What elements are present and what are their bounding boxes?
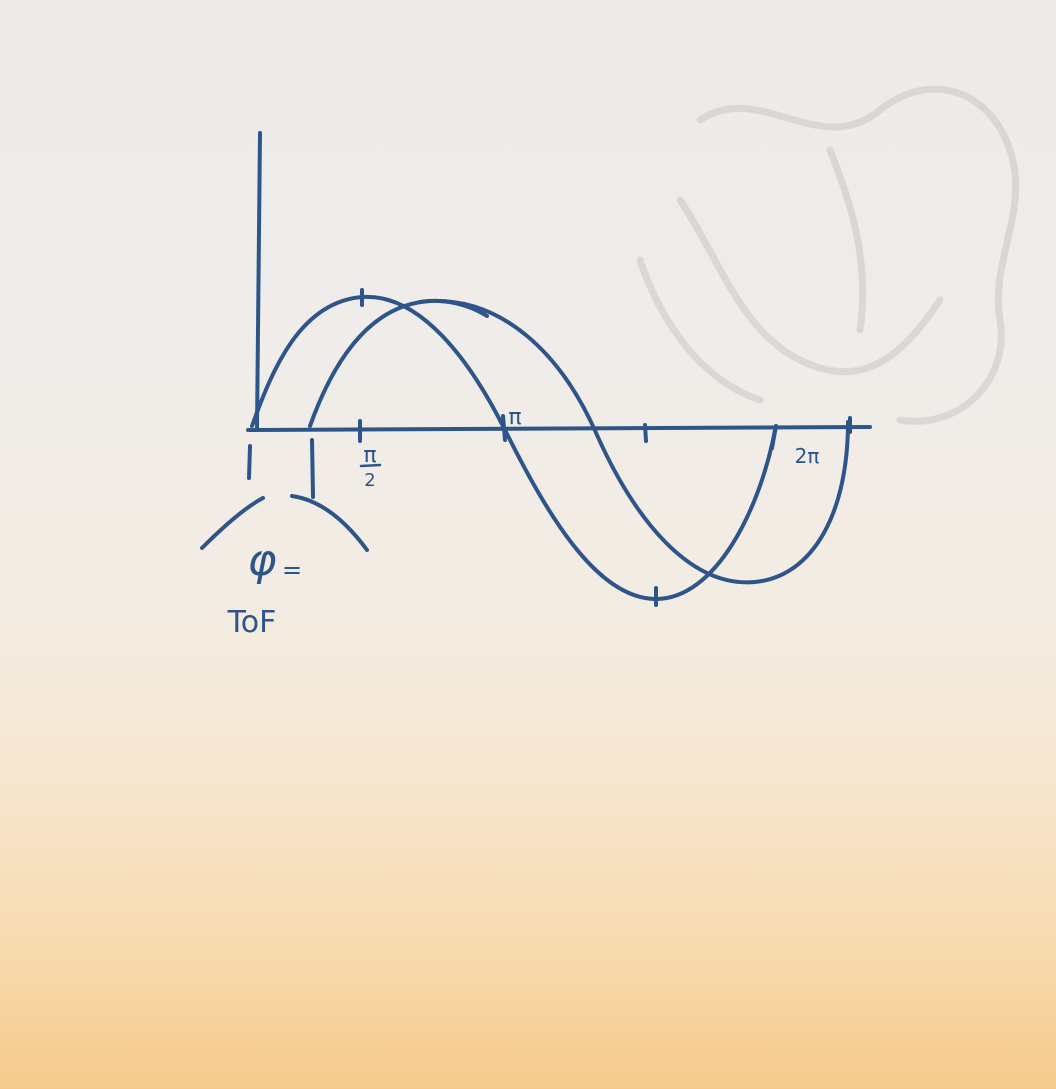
paper-bleed-through	[636, 85, 1020, 425]
half-pi-fraction-bar	[359, 463, 382, 468]
end-tick-reference	[770, 424, 778, 450]
label-half-pi-denominator: 2	[364, 470, 375, 491]
label-pi: π	[508, 405, 521, 430]
phase-shifted-sine-wave	[308, 298, 850, 585]
phi-right-marker	[310, 438, 315, 499]
reference-sine-wave	[250, 294, 777, 602]
label-tof: ToF	[227, 605, 277, 640]
phi-brace-left	[200, 496, 265, 550]
shifted-peak-overstroke	[418, 298, 489, 318]
x-axis	[246, 425, 872, 432]
label-two-pi: 2π	[795, 444, 820, 468]
label-equals: =	[282, 556, 302, 584]
phi-brace-right	[290, 494, 369, 552]
tick-three-half-pi	[643, 423, 648, 443]
label-half-pi: π 2	[359, 443, 382, 491]
phi-left-marker	[247, 444, 252, 480]
label-half-pi-numerator: π	[363, 443, 376, 468]
label-phi: φ	[247, 535, 276, 586]
y-axis	[255, 131, 262, 430]
